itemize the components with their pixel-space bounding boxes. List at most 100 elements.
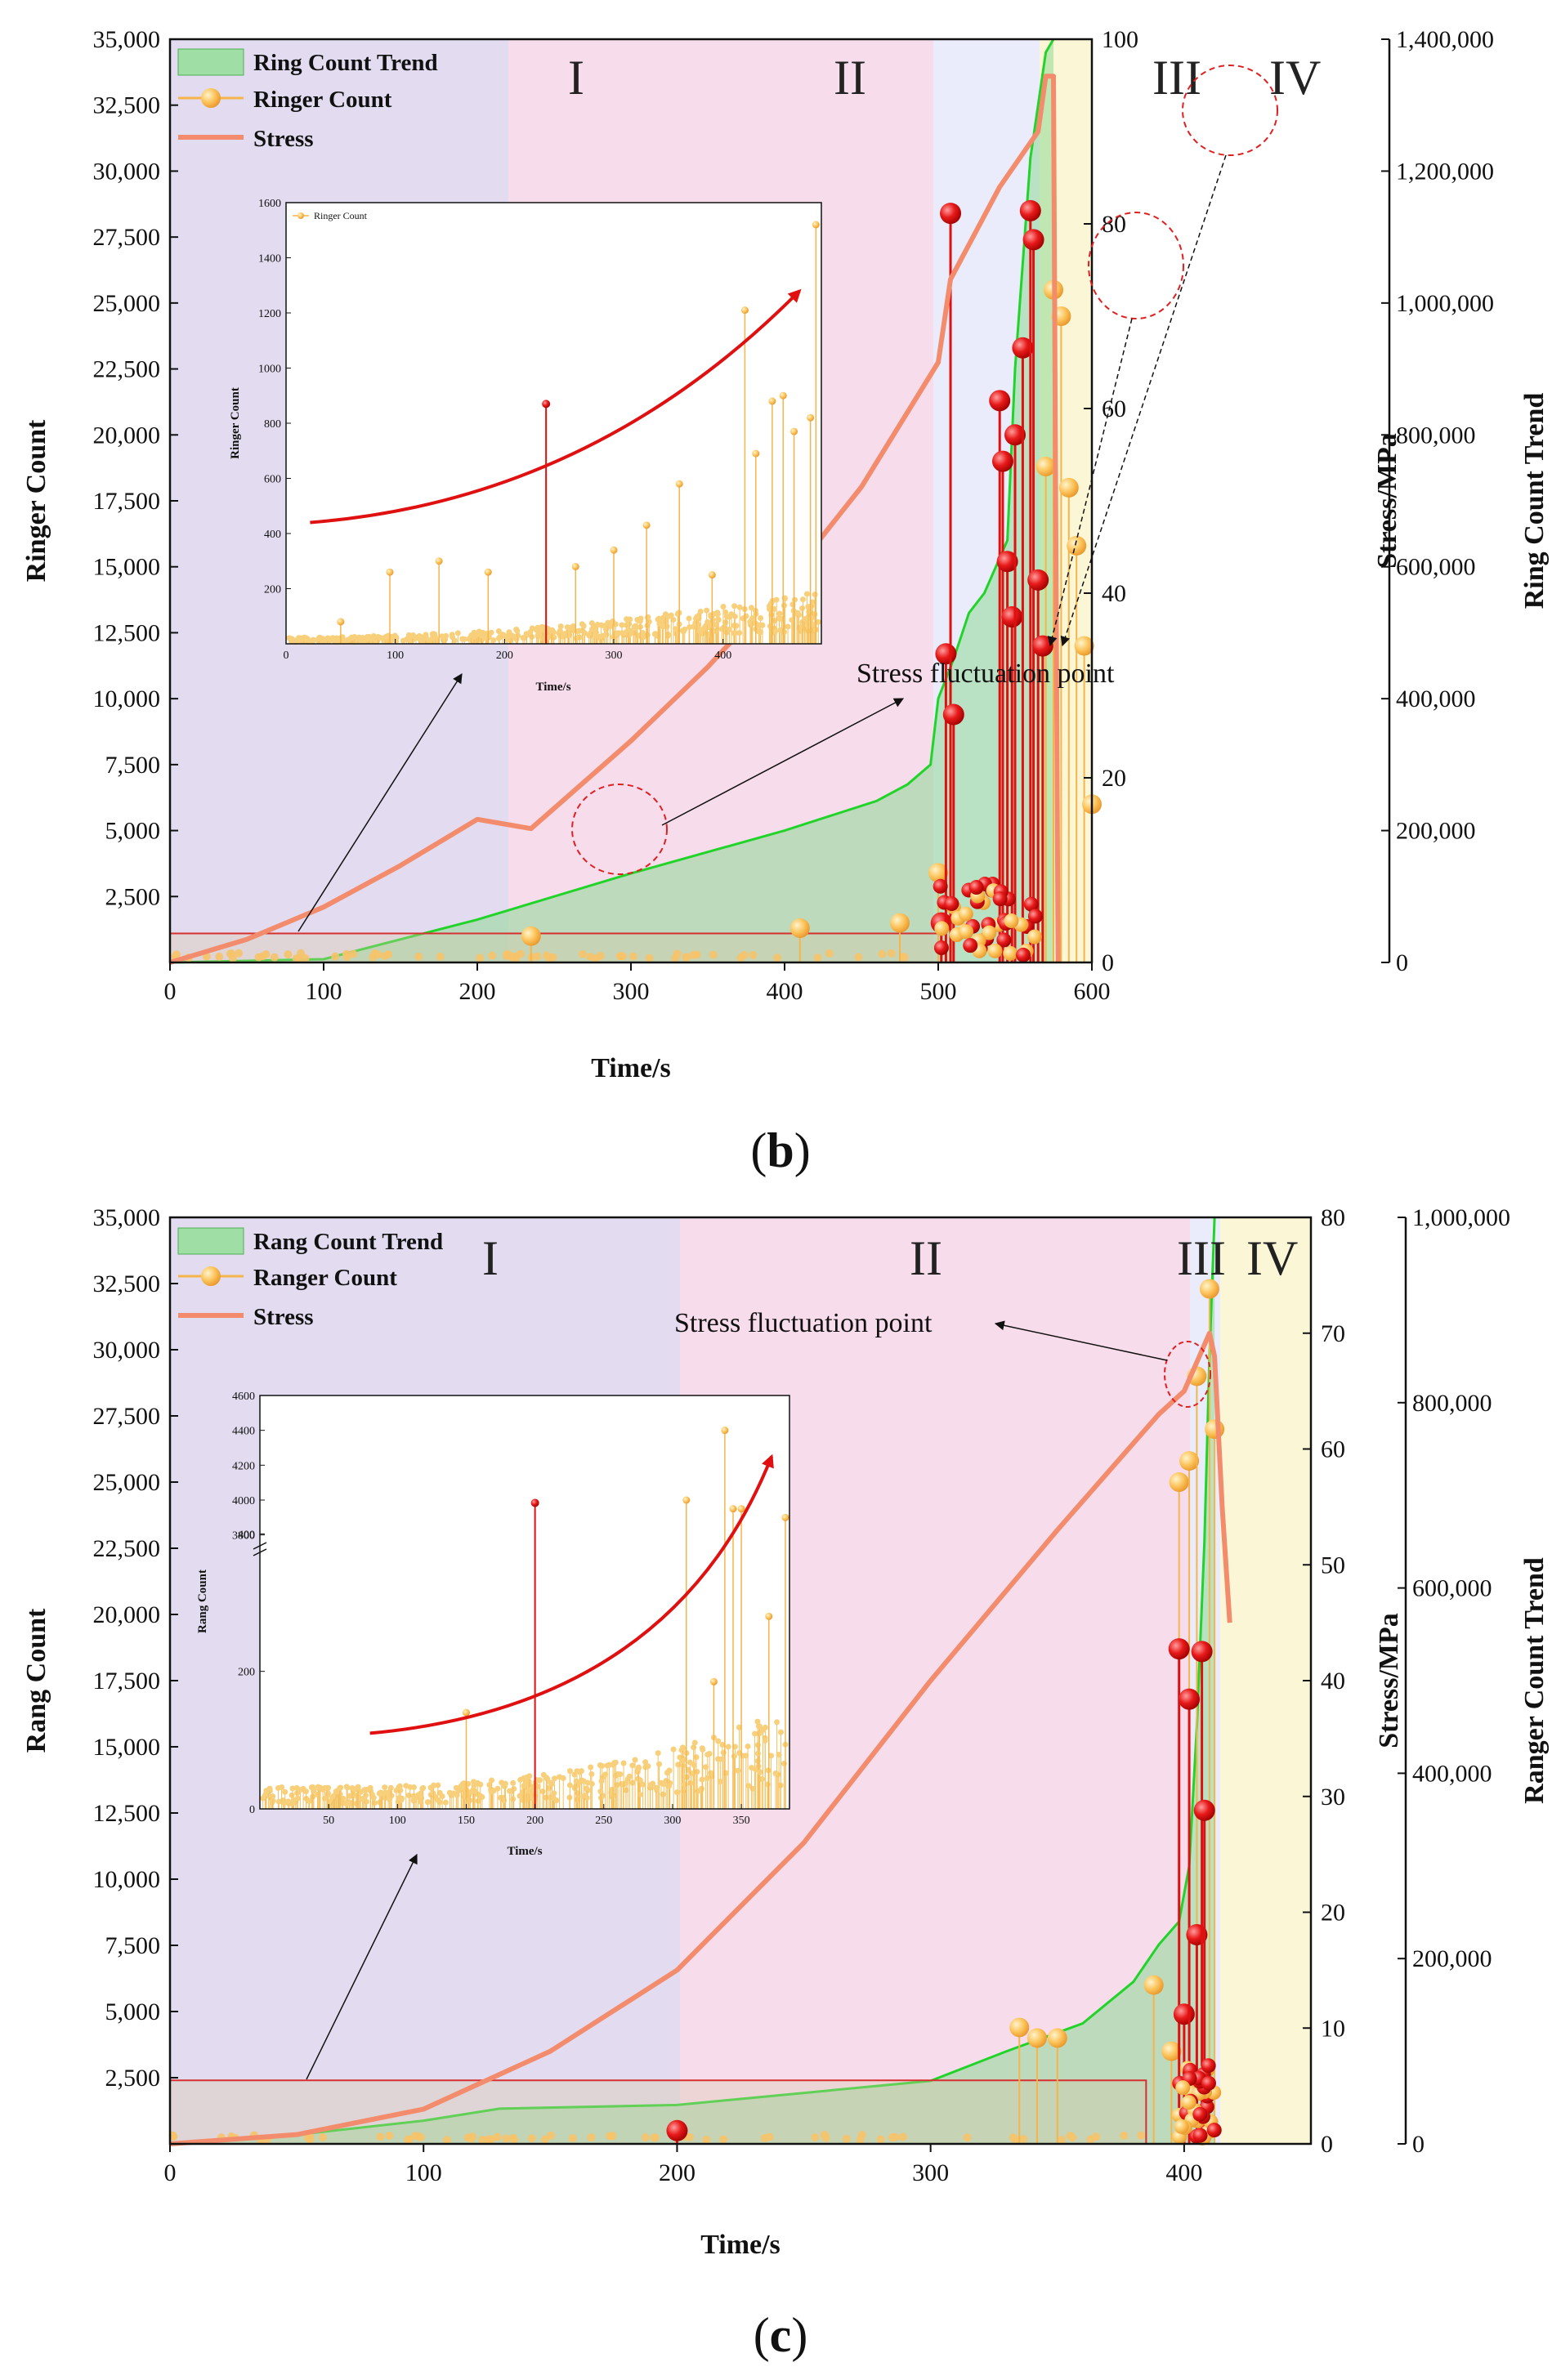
inset-marker (637, 632, 644, 638)
baseline-marker (887, 949, 896, 958)
baseline-marker (856, 2136, 865, 2145)
inset-marker (666, 1783, 673, 1789)
inset-marker (777, 1729, 784, 1735)
cluster-marker (944, 896, 959, 912)
inset-marker (573, 635, 579, 641)
x-axis-label: Time/s (700, 2230, 780, 2260)
fluctuation-circle-1 (571, 784, 668, 875)
baseline-marker (749, 950, 758, 959)
inset-marker (708, 612, 714, 618)
x-tick-label: 500 (920, 978, 957, 1005)
inset-spike-marker (386, 568, 394, 576)
inset-marker (749, 615, 756, 622)
y-tick-label-left: 20,000 (93, 1601, 161, 1628)
inset-marker (359, 1796, 365, 1802)
inset-marker (501, 632, 508, 639)
y-axis-label-stress: Stress/MPa (1372, 433, 1402, 569)
baseline-marker (331, 952, 340, 961)
y-tick-label-trend: 200,000 (1412, 1945, 1492, 1972)
red-marker (991, 450, 1013, 472)
cluster-marker (1175, 2080, 1191, 2096)
baseline-marker (1010, 2135, 1019, 2144)
inset-marker (266, 1785, 273, 1792)
inset-marker (361, 637, 368, 644)
inset-background (260, 1395, 789, 1809)
legend-swatch-trend (177, 1227, 244, 1255)
baseline-marker (468, 2132, 477, 2141)
inset-marker (343, 1784, 350, 1790)
inset-marker (755, 1723, 762, 1730)
orange-marker (1027, 2028, 1047, 2048)
inset-marker (422, 635, 428, 641)
orange-marker (1035, 457, 1056, 477)
inset-marker (499, 1779, 505, 1786)
panel-letter-b: b (767, 1123, 794, 1177)
baseline-marker (854, 953, 863, 962)
inset-marker (670, 617, 677, 623)
baseline-marker (1137, 2131, 1146, 2140)
baseline-marker (262, 950, 271, 959)
inset-marker (410, 1784, 417, 1791)
inset-marker (754, 1718, 761, 1725)
inset-marker (391, 632, 398, 639)
inset-marker (337, 1784, 343, 1791)
inset-marker (640, 1781, 646, 1788)
baseline-marker (436, 952, 445, 961)
cluster-marker (1016, 947, 1031, 962)
inset-marker (303, 636, 310, 643)
baseline-marker (415, 2132, 424, 2141)
inset-y-axis-label: Rang Count (196, 1570, 209, 1633)
inset-marker (626, 1773, 633, 1779)
arrow-1 (994, 1320, 1168, 1361)
inset-red-marker (542, 400, 551, 409)
y-tick-label-stress: 10 (1321, 2015, 1345, 2042)
y-tick-label-left: 15,000 (93, 1734, 161, 1761)
baseline-marker (813, 953, 822, 962)
stage-label-II: II (910, 1231, 942, 1285)
inset-marker (687, 623, 693, 630)
inset-marker (468, 632, 475, 639)
inset-marker (673, 1789, 680, 1796)
inset-marker (523, 631, 530, 637)
y-tick-label-trend: 1,200,000 (1396, 158, 1494, 185)
inset-marker (757, 1769, 763, 1775)
inset-marker (543, 1774, 549, 1780)
y-tick-label-stress: 20 (1102, 765, 1126, 792)
axes: 0 100 200 300 400 500 6002,5005,0007,50010,000… (93, 26, 1495, 1005)
baseline-marker (568, 2134, 577, 2143)
baseline-marker (540, 2135, 549, 2144)
inset-marker (704, 618, 711, 625)
inset-marker (603, 626, 610, 632)
legend-label-trend: Rang Count Trend (253, 1229, 443, 1255)
red-marker (1019, 199, 1041, 221)
y-tick-label-trend: 1,000,000 (1412, 1204, 1510, 1231)
y-tick-label-stress: 0 (1102, 949, 1114, 976)
y-axis-label-left: Ringer Count (21, 419, 51, 582)
inset-marker (308, 637, 315, 644)
y-tick-label-left: 17,500 (93, 488, 161, 515)
inset-marker (805, 604, 812, 610)
inset-marker (454, 630, 461, 636)
cluster-marker (968, 880, 984, 895)
inset-marker (620, 1760, 627, 1766)
inset-marker (582, 630, 588, 636)
inset-marker (571, 1771, 578, 1778)
trend-line (169, 1217, 1216, 2146)
orange-marker (928, 863, 948, 883)
inset-marker (584, 1785, 590, 1792)
inset-marker (396, 1784, 402, 1790)
inset-marker (576, 627, 583, 634)
inset-marker (754, 1750, 761, 1757)
inset-marker (791, 596, 798, 603)
y-tick-label-left: 12,500 (93, 1800, 161, 1827)
inset-marker (282, 1788, 288, 1795)
inset-marker (539, 1788, 546, 1795)
inset-marker (687, 1759, 693, 1766)
inset-x-tick-label: 300 (606, 650, 623, 662)
inset-marker (435, 1797, 441, 1803)
annotation-stress-fluctuation: Stress fluctuation point (857, 659, 1115, 689)
inset-marker (598, 1778, 605, 1784)
baseline-marker (719, 2135, 728, 2144)
baseline-marker (370, 949, 379, 958)
